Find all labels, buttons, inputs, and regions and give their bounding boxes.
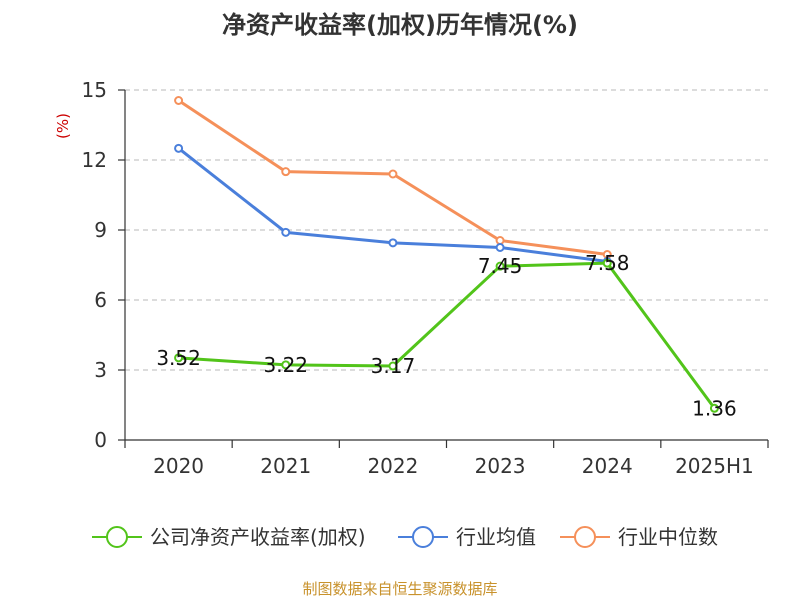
x-tick-label: 2020 bbox=[153, 454, 204, 478]
legend-marker bbox=[574, 526, 596, 548]
y-tick-label: 3 bbox=[94, 358, 107, 382]
data-label: 3.22 bbox=[263, 353, 308, 377]
chart-title: 净资产收益率(加权)历年情况(%) bbox=[222, 11, 578, 39]
legend-label: 行业均值 bbox=[456, 525, 536, 549]
y-tick-label: 0 bbox=[94, 428, 107, 452]
axes: 0 3 6 9 12 15 2020 2021 2022 2023 2024 2025H1 bbox=[82, 78, 769, 478]
y-tick-label: 9 bbox=[94, 218, 107, 242]
data-point bbox=[388, 169, 398, 179]
series-layer bbox=[174, 96, 719, 413]
x-tick-label: 2024 bbox=[582, 454, 633, 478]
data-point bbox=[281, 360, 291, 370]
data-label: 3.52 bbox=[156, 346, 201, 370]
x-tick-label: 2022 bbox=[367, 454, 418, 478]
data-label: 7.45 bbox=[478, 254, 523, 278]
data-point bbox=[388, 361, 398, 371]
grid bbox=[125, 89, 768, 371]
data-point bbox=[388, 238, 398, 248]
legend-marker bbox=[412, 526, 434, 548]
data-point bbox=[495, 261, 505, 271]
data-point bbox=[281, 227, 291, 237]
series-line-0 bbox=[178, 261, 716, 410]
data-point bbox=[602, 258, 612, 268]
data-label: 7.58 bbox=[585, 251, 630, 275]
data-point bbox=[174, 143, 184, 153]
legend-marker bbox=[106, 526, 128, 548]
legend-label: 行业中位数 bbox=[618, 525, 718, 549]
data-labels: 3.52 3.22 3.17 7.45 7.58 1.36 bbox=[156, 251, 736, 420]
data-point bbox=[281, 167, 291, 177]
y-axis-label: (%) bbox=[54, 113, 72, 139]
x-tick-label: 2025H1 bbox=[675, 454, 754, 478]
data-point bbox=[709, 403, 719, 413]
data-point bbox=[174, 353, 184, 363]
data-point bbox=[174, 96, 184, 105]
legend-label: 公司净资产收益率(加权) bbox=[150, 525, 366, 549]
data-label: 1.36 bbox=[692, 396, 737, 420]
x-tick-label: 2021 bbox=[260, 454, 311, 478]
y-tick-label: 15 bbox=[82, 78, 107, 102]
x-tick-label: 2023 bbox=[475, 454, 526, 478]
y-tick-label: 6 bbox=[94, 288, 107, 312]
data-point bbox=[495, 236, 505, 245]
y-tick-label: 12 bbox=[82, 148, 107, 172]
data-point bbox=[495, 243, 505, 252]
data-label: 3.17 bbox=[371, 354, 416, 378]
legend: 公司净资产收益率(加权) 行业均值 行业中位数 bbox=[92, 525, 718, 549]
source-note: 制图数据来自恒生聚源数据库 bbox=[302, 580, 497, 598]
